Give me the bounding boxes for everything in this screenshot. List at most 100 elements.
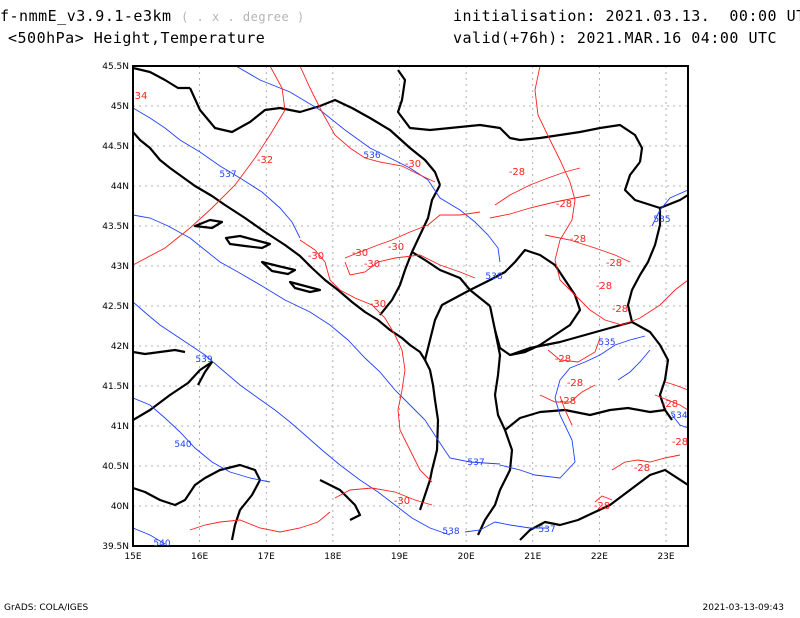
island-hvar	[224, 234, 272, 250]
montenegro-albania-border	[423, 289, 471, 361]
init-value: 2021.03.13. 00:00 UTC	[605, 7, 800, 25]
init-time: initialisation: 2021.03.13. 00:00 UTC	[453, 7, 800, 25]
temp-label: -30	[394, 496, 410, 507]
footer-timestamp: 2021-03-13-09:43	[702, 603, 785, 613]
lat-tick-label: 45.5N	[102, 62, 129, 72]
serbia-south-border	[626, 208, 662, 323]
temp-label: -28	[672, 437, 688, 448]
temp-label: 34	[135, 91, 148, 102]
italy-north-coast	[133, 348, 186, 356]
lat-tick-label: 42.5N	[102, 302, 129, 312]
serbia-north-border	[396, 69, 644, 163]
temp-label: -30	[388, 242, 404, 253]
height-label: 540	[153, 539, 170, 549]
height-contour-labels: 536 537 535 538 539 540 537 538 537 535 …	[153, 151, 687, 549]
lat-tick-label: 43.5N	[102, 222, 129, 232]
model-title: f-nmmE_v3.9.1-e3km ( . x . degree )	[0, 7, 305, 25]
height-label: 537	[538, 525, 555, 535]
island-brac	[193, 218, 224, 230]
serbia-east-border	[623, 161, 688, 210]
lon-tick-label: 15E	[124, 552, 141, 562]
lat-lon-grid	[133, 66, 688, 546]
valid-label: valid(+76h):	[453, 29, 568, 47]
coastline-croatia-albania	[133, 131, 440, 511]
temp-label: -28	[594, 501, 610, 512]
valid-value: 2021.MAR.16 04:00 UTC	[576, 29, 778, 47]
height-label: 537	[467, 458, 484, 468]
height-label: 535	[598, 338, 615, 348]
lon-tick-label: 17E	[258, 552, 275, 562]
height-label: 539	[195, 355, 212, 365]
axis-labels: 45.5N 45N 44.5N 44N 43.5N 43N 42.5N 42N 41.5N 41N…	[102, 62, 675, 562]
model-name: f-nmmE_v3.9.1-e3km	[0, 7, 172, 25]
lat-tick-label: 44.5N	[102, 142, 129, 152]
greece-coast	[519, 468, 688, 541]
height-label: 538	[442, 527, 459, 537]
island-korcula	[260, 260, 297, 276]
footer-credit: GrADS: COLA/IGES	[4, 603, 89, 613]
temp-label: -28	[555, 354, 571, 365]
lat-tick-label: 43N	[111, 262, 129, 272]
albania-macedonia-border	[477, 329, 514, 536]
temp-label: -30	[352, 248, 368, 259]
map-frame	[132, 65, 689, 547]
lon-tick-label: 19E	[391, 552, 408, 562]
lat-tick-label: 40N	[111, 502, 129, 512]
lon-tick-label: 16E	[191, 552, 208, 562]
height-label: 538	[485, 272, 502, 282]
bosnia-border-north	[188, 87, 442, 186]
temp-label: -28	[567, 378, 583, 389]
lon-labels: 15E 16E 17E 18E 19E 20E 21E 22E 23E	[124, 552, 674, 562]
lat-tick-label: 41N	[111, 422, 129, 432]
height-label: 537	[219, 170, 236, 180]
lat-tick-label: 39.5N	[102, 542, 129, 552]
temp-label: -28	[612, 304, 628, 315]
italy-coast	[133, 463, 262, 541]
temp-label: -30	[405, 159, 421, 170]
temp-label: -28	[509, 167, 525, 178]
temp-label: -32	[257, 155, 273, 166]
valid-time: valid(+76h): 2021.MAR.16 04:00 UTC	[453, 29, 777, 47]
height-label: 540	[174, 440, 191, 450]
model-unit: ( . x . degree )	[181, 10, 305, 24]
temp-label: -30	[364, 259, 380, 270]
height-contours	[133, 66, 688, 545]
init-label: initialisation:	[453, 7, 596, 25]
lat-tick-label: 45N	[111, 102, 129, 112]
temp-label: -30	[370, 299, 386, 310]
temp-label: -28	[556, 199, 572, 210]
temperature-contours	[133, 66, 688, 533]
lon-tick-label: 22E	[591, 552, 608, 562]
macedonia-greece-border	[504, 406, 666, 431]
island-mljet	[288, 280, 322, 294]
macedonia-bulgaria-border	[509, 320, 673, 421]
lon-tick-label: 23E	[657, 552, 674, 562]
lon-tick-label: 21E	[524, 552, 541, 562]
height-label: 536	[363, 151, 380, 161]
temp-label: -28	[570, 234, 586, 245]
lon-tick-label: 18E	[324, 552, 341, 562]
lat-tick-label: 40.5N	[102, 462, 129, 472]
italy-spur	[133, 360, 214, 421]
temp-label: -30	[308, 251, 324, 262]
italy-heel	[319, 479, 362, 521]
temp-label: -28	[634, 463, 650, 474]
height-label: 535	[653, 215, 670, 225]
coastline-borders	[133, 66, 688, 541]
kosovo-border	[469, 248, 582, 357]
temp-label: -28	[606, 258, 622, 269]
temp-label: -28	[560, 396, 576, 407]
temperature-contour-labels: 34 -32 -30 -28 -28 -30 -30 -30 -30 -28 -…	[135, 91, 689, 512]
lat-labels: 45.5N 45N 44.5N 44N 43.5N 43N 42.5N 42N 41.5N 41N…	[102, 62, 129, 552]
field-title: <500hPa> Height,Temperature	[8, 29, 266, 47]
temp-label: -28	[596, 281, 612, 292]
kosovo-montenegro-border	[411, 251, 491, 307]
temp-label: -28	[662, 399, 678, 410]
croatia-north-border	[133, 66, 190, 90]
lon-tick-label: 20E	[458, 552, 475, 562]
lat-tick-label: 41.5N	[102, 382, 129, 392]
lat-tick-label: 42N	[111, 342, 129, 352]
lat-tick-label: 44N	[111, 182, 129, 192]
height-label: 534	[670, 411, 687, 421]
